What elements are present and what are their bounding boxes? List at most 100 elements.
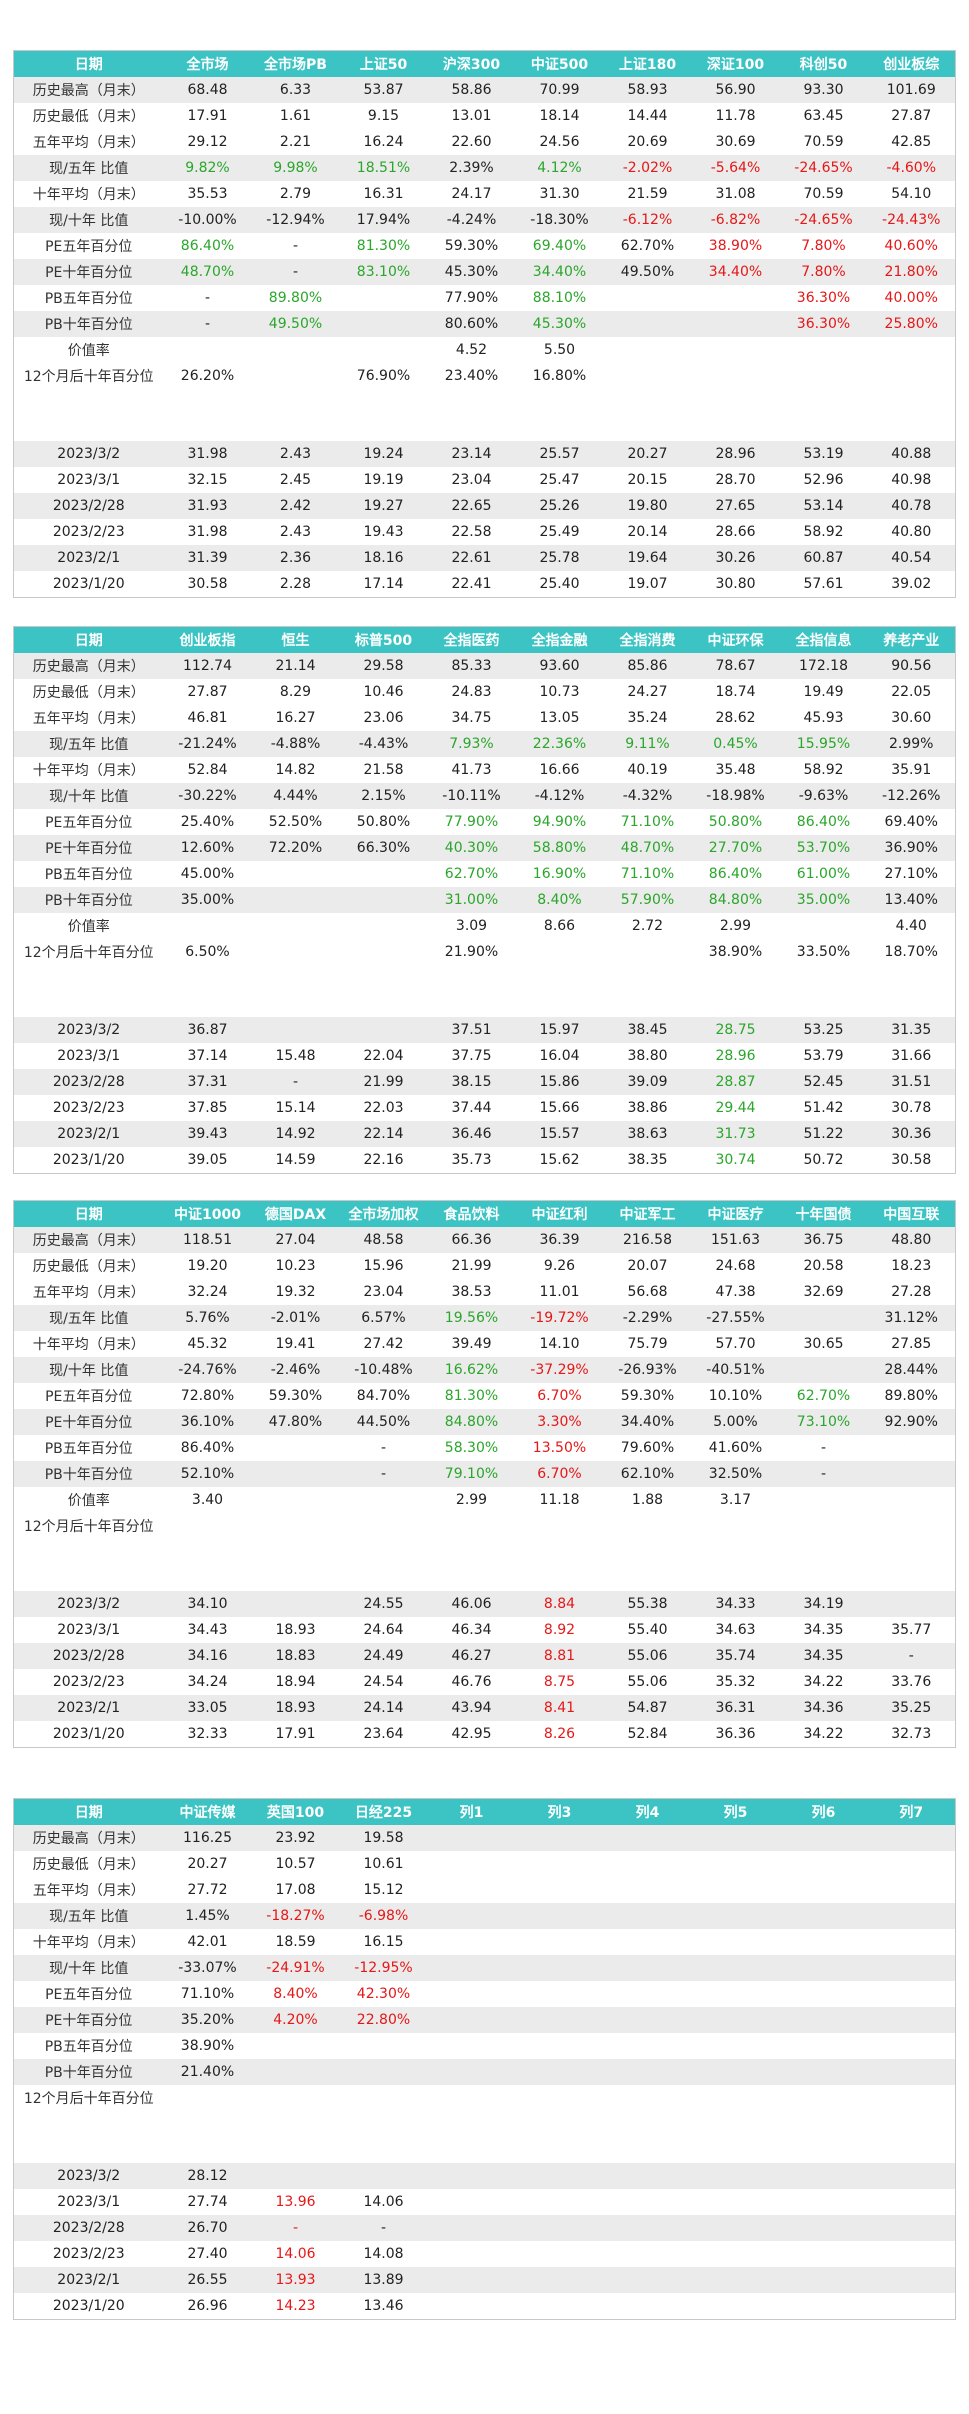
value-cell	[515, 2267, 604, 2293]
stat-row: PB十年百分位 21.40%	[13, 2059, 956, 2085]
value-cell: 30.78	[891, 1100, 932, 1116]
stat-cell	[868, 363, 956, 389]
spacer-row	[13, 991, 956, 1017]
date-label: 2023/1/20	[52, 1152, 125, 1168]
column-header: 深证100	[691, 50, 780, 77]
stat-cell: 40.60%	[884, 238, 938, 254]
value-cell: 34.22	[803, 1726, 844, 1742]
stat-cell: 9.11%	[603, 731, 692, 757]
stat-cell: -30.22%	[163, 783, 252, 809]
stat-cell: 112.74	[163, 653, 252, 679]
value-cell: 22.58	[451, 524, 492, 540]
stat-cell	[868, 1877, 956, 1903]
stat-cell: 27.87	[187, 684, 228, 700]
row-label: 五年平均（月末）	[32, 1285, 145, 1301]
stat-cell: 34.40%	[603, 1409, 692, 1435]
stat-cell: 21.90%	[444, 944, 499, 960]
stat-cell	[603, 1903, 692, 1929]
value-cell: 19.24	[339, 441, 428, 467]
stat-cell: 86.40%	[180, 238, 235, 254]
stat-cell: 77.90%	[444, 814, 499, 830]
value-cell: 37.31	[163, 1069, 252, 1095]
stat-cell: 18.59	[275, 1934, 316, 1950]
value-cell: 52.84	[627, 1726, 668, 1742]
stat-cell: 48.58	[339, 1227, 428, 1253]
row-label: 12个月后十年百分位	[23, 369, 154, 385]
value-cell: 40.80	[891, 524, 932, 540]
row-label: 五年平均（月末）	[32, 711, 145, 727]
row-label: PB十年百分位	[13, 1461, 164, 1487]
value-cell: 28.66	[715, 524, 756, 540]
stat-cell	[867, 2059, 956, 2085]
stat-cell: 10.57	[275, 1856, 316, 1872]
stat-cell	[779, 1357, 868, 1383]
value-cell: 58.92	[803, 524, 844, 540]
date-label: 2023/1/20	[52, 2298, 125, 2314]
row-label: PE十年百分位	[13, 259, 164, 285]
date-label: 2023/3/2	[13, 1591, 164, 1617]
stat-cell: 35.91	[891, 762, 932, 778]
column-header: 全指消费	[603, 626, 692, 653]
value-cell: 46.34	[451, 1622, 492, 1638]
stat-cell	[779, 1903, 868, 1929]
row-label: 历史最高（月末）	[13, 1227, 164, 1253]
stat-cell: 16.80%	[532, 368, 587, 384]
value-cell: 52.45	[779, 1069, 868, 1095]
stat-cell: -6.98%	[339, 1903, 428, 1929]
stat-cell: 118.51	[163, 1227, 252, 1253]
stat-cell: 7.80%	[779, 259, 868, 285]
stat-cell: 16.27	[275, 710, 316, 726]
stat-cell	[692, 337, 780, 363]
stat-cell: 54.10	[891, 186, 932, 202]
stat-cell: 47.38	[715, 1284, 756, 1300]
date-row: 2023/1/20 39.05 14.59 22.16 35.73 15.62 38.35 3…	[14, 1147, 956, 1174]
value-cell: 13.46	[363, 2298, 404, 2314]
stat-row: 五年平均（月末） 32.24 19.32 23.04 38.53 11.01 56.68 47…	[14, 1279, 956, 1305]
value-cell: 35.74	[691, 1643, 780, 1669]
stat-cell: 22.60	[451, 134, 492, 150]
row-label: 12个月后十年百分位	[23, 1519, 154, 1535]
value-cell: 30.58	[891, 1152, 932, 1168]
row-label: PE五年百分位	[45, 815, 133, 831]
value-cell: 38.15	[427, 1069, 516, 1095]
stat-cell: 4.52	[455, 342, 488, 358]
stat-cell: 56.68	[627, 1284, 668, 1300]
row-label: 五年平均（月末）	[32, 1883, 145, 1899]
stat-cell: 57.70	[715, 1336, 756, 1352]
table-header-row: 日期 中证传媒 英国100 日经225 列1 列3 列4 列5 列6 列7	[13, 1798, 956, 1825]
stat-cell: 46.81	[187, 710, 228, 726]
stat-cell: 17.08	[275, 1882, 316, 1898]
value-cell: 31.98	[187, 524, 228, 540]
stat-row: PE十年百分位 12.60% 72.20% 66.30% 40.30% 58.80% 48.…	[13, 835, 956, 861]
value-cell: -	[339, 2215, 428, 2241]
column-header: 上证180	[603, 50, 692, 77]
stat-cell	[516, 1929, 604, 1955]
row-label: 现/五年 比值	[13, 1903, 164, 1929]
stat-cell: 21.80%	[867, 259, 956, 285]
header-date: 日期	[13, 50, 164, 77]
value-cell: 57.61	[803, 576, 844, 592]
stat-cell: 52.50%	[268, 814, 323, 830]
value-cell: 15.57	[515, 1121, 604, 1147]
stat-cell: 61.00%	[796, 866, 851, 882]
value-cell: 34.63	[715, 1622, 756, 1638]
value-cell: 34.19	[779, 1591, 868, 1617]
value-cell	[691, 2267, 780, 2293]
value-cell: 2.43	[279, 524, 312, 540]
stat-cell: 69.40%	[532, 238, 587, 254]
stat-cell: -	[163, 311, 252, 337]
value-cell: 24.55	[339, 1591, 428, 1617]
stat-cell: 8.66	[543, 918, 576, 934]
stat-cell	[780, 1877, 868, 1903]
stat-row: 历史最低（月末） 20.27 10.57 10.61	[14, 1851, 956, 1877]
value-cell: 15.14	[275, 1100, 316, 1116]
stat-cell	[251, 887, 340, 913]
value-cell: 29.44	[715, 1100, 756, 1116]
stat-cell: 3.09	[455, 918, 488, 934]
date-row: 2023/3/1 27.74 13.96 14.06	[14, 2189, 956, 2215]
stat-cell: -10.11%	[427, 783, 516, 809]
spacer-row	[13, 2111, 956, 2137]
stat-cell	[516, 939, 604, 965]
stat-cell	[251, 2059, 340, 2085]
stat-cell: 28.62	[715, 710, 756, 726]
